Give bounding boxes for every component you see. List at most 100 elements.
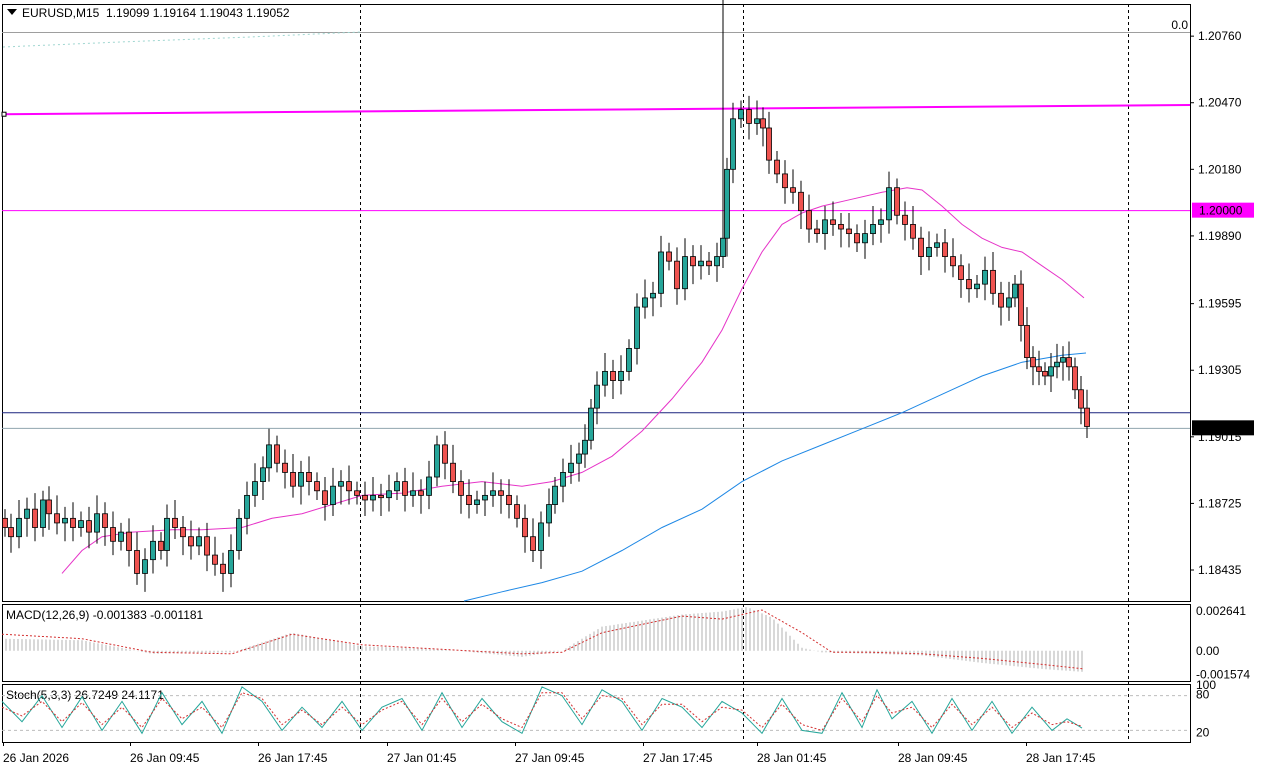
candle-body: [650, 292, 656, 299]
candle: [782, 160, 788, 204]
candle: [674, 247, 680, 305]
candle: [204, 522, 210, 572]
candle: [838, 212, 844, 248]
candle: [814, 219, 820, 243]
candle-body: [814, 228, 820, 235]
candle: [290, 454, 296, 498]
candle-body: [442, 444, 448, 464]
candle-body: [942, 242, 948, 257]
candle-body: [582, 439, 588, 455]
candle: [588, 398, 594, 450]
candle: [560, 458, 566, 503]
candle: [886, 171, 892, 234]
candle-body: [854, 233, 860, 244]
candle-body: [1036, 366, 1042, 372]
stoch-signal-line: [1, 692, 1083, 731]
candle: [666, 242, 672, 271]
candle: [378, 483, 384, 517]
price-axis-label: 1.19890: [1198, 229, 1242, 243]
candle: [54, 495, 60, 535]
candle: [1006, 281, 1012, 321]
candle: [220, 552, 226, 592]
candle-body: [934, 242, 940, 248]
candle: [594, 371, 600, 425]
candle: [910, 206, 916, 250]
candle-body: [24, 508, 30, 519]
symbol-dropdown-icon[interactable]: [7, 9, 17, 15]
candle-body: [798, 191, 804, 212]
candle-body: [514, 504, 520, 519]
candles: [2, 95, 1090, 592]
candle-body: [402, 481, 408, 496]
candle-body: [790, 187, 796, 193]
round-level-label: 1.20000: [1199, 204, 1243, 218]
candle: [958, 254, 964, 298]
candle: [354, 481, 360, 505]
price-axis-label: 1.19595: [1198, 297, 1242, 311]
candle: [418, 479, 424, 514]
candle: [878, 208, 884, 243]
candle: [650, 281, 656, 317]
candle: [602, 353, 608, 397]
candle: [806, 194, 812, 243]
candle: [934, 233, 940, 257]
candle-body: [394, 481, 400, 492]
candle-body: [362, 494, 368, 501]
candle: [724, 157, 730, 257]
time-axis-label: 28 Jan 09:45: [898, 751, 968, 765]
candle: [102, 502, 108, 546]
candle: [894, 178, 900, 225]
candle-body: [330, 485, 336, 505]
candle-body: [426, 476, 432, 496]
candle-body: [560, 472, 566, 487]
candle-body: [370, 494, 376, 501]
candle: [94, 495, 100, 544]
pane-frame-2: [2, 604, 1191, 682]
candle-body: [474, 499, 480, 505]
candle: [530, 518, 536, 562]
candle: [252, 463, 258, 507]
candle: [86, 506, 92, 549]
candle-body: [32, 508, 38, 528]
candle-body: [2, 517, 8, 528]
candle: [926, 231, 932, 271]
candle-body: [252, 481, 258, 496]
candle-body: [306, 472, 312, 482]
candle-body: [54, 513, 60, 524]
candle-body: [966, 279, 972, 290]
candle: [458, 470, 464, 514]
candle: [180, 516, 186, 556]
candle-body: [878, 219, 884, 225]
candle: [386, 474, 392, 512]
candle: [514, 495, 520, 528]
candle: [142, 548, 148, 592]
candle-body: [666, 251, 672, 262]
candle-body: [1042, 370, 1048, 377]
candle-body: [244, 494, 250, 519]
candle-body: [236, 517, 242, 551]
candle: [766, 111, 772, 174]
candle-body: [322, 490, 328, 505]
candle-body: [552, 485, 558, 505]
candle-body: [338, 481, 344, 487]
candle: [1054, 343, 1060, 379]
candle-body: [990, 269, 996, 294]
candle: [260, 456, 266, 500]
pane-frame-3: [2, 684, 1191, 743]
resistance-line: [1, 104, 1191, 116]
candle-body: [16, 517, 22, 538]
candle: [196, 527, 202, 556]
candle: [966, 263, 972, 303]
moving-average-slow: [463, 352, 1087, 602]
candle: [164, 504, 170, 567]
candle-body: [1078, 389, 1084, 409]
price-axis-label: 1.18435: [1198, 563, 1242, 577]
candle-body: [1084, 407, 1090, 427]
candle-body: [690, 256, 696, 267]
chart-ohlc: 1.19099 1.19164 1.19043 1.19052: [106, 6, 290, 20]
candle-body: [838, 224, 844, 230]
candle-body: [46, 499, 52, 515]
candle: [798, 180, 804, 230]
candle-body: [958, 265, 964, 280]
